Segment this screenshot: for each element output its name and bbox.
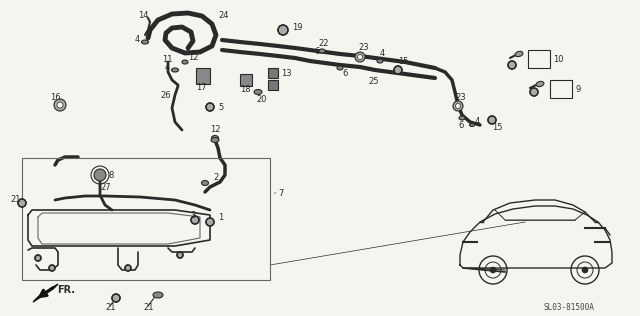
Text: FR.: FR. xyxy=(57,285,75,295)
Ellipse shape xyxy=(515,52,523,57)
Circle shape xyxy=(278,25,288,35)
Circle shape xyxy=(490,267,496,273)
Text: 3: 3 xyxy=(190,210,195,220)
Ellipse shape xyxy=(459,116,465,120)
Circle shape xyxy=(49,265,55,271)
Text: 14: 14 xyxy=(138,10,148,20)
Text: 12: 12 xyxy=(210,125,221,135)
Text: 16: 16 xyxy=(50,93,61,101)
Circle shape xyxy=(54,99,66,111)
Text: 4: 4 xyxy=(135,34,140,44)
Ellipse shape xyxy=(254,89,262,94)
Text: 23: 23 xyxy=(358,44,369,52)
Circle shape xyxy=(94,169,106,181)
Bar xyxy=(240,74,252,86)
Circle shape xyxy=(488,116,496,124)
Ellipse shape xyxy=(211,137,219,143)
Ellipse shape xyxy=(470,124,474,126)
Text: 27: 27 xyxy=(100,184,111,192)
Bar xyxy=(196,68,210,84)
Text: 17: 17 xyxy=(196,83,207,93)
Bar xyxy=(22,158,270,280)
Text: 15: 15 xyxy=(492,124,502,132)
Ellipse shape xyxy=(182,60,188,64)
Circle shape xyxy=(358,54,362,59)
Bar xyxy=(550,80,572,98)
Circle shape xyxy=(456,104,461,108)
Ellipse shape xyxy=(319,49,326,53)
Text: 23: 23 xyxy=(455,94,466,102)
Circle shape xyxy=(18,199,26,207)
Text: 6: 6 xyxy=(342,70,348,78)
Text: 21: 21 xyxy=(143,303,154,313)
Text: 10: 10 xyxy=(553,54,563,64)
Text: 21: 21 xyxy=(105,303,115,313)
Circle shape xyxy=(191,216,199,224)
Text: 25: 25 xyxy=(368,77,378,87)
Text: 13: 13 xyxy=(281,70,292,78)
Text: 21: 21 xyxy=(10,196,20,204)
Circle shape xyxy=(355,52,365,62)
Text: 2: 2 xyxy=(213,173,218,183)
Circle shape xyxy=(206,103,214,111)
Ellipse shape xyxy=(202,180,209,185)
Text: 15: 15 xyxy=(398,58,408,66)
Polygon shape xyxy=(33,284,58,302)
Bar xyxy=(528,50,550,68)
Text: 18: 18 xyxy=(240,86,251,94)
Text: 4: 4 xyxy=(165,64,170,72)
Circle shape xyxy=(57,102,63,108)
Ellipse shape xyxy=(211,136,218,141)
Text: 6: 6 xyxy=(458,120,463,130)
Circle shape xyxy=(530,88,538,96)
Circle shape xyxy=(453,101,463,111)
Circle shape xyxy=(112,294,120,302)
Text: 8: 8 xyxy=(108,171,113,179)
Circle shape xyxy=(394,66,402,74)
Circle shape xyxy=(582,267,588,273)
Text: SL03-81500A: SL03-81500A xyxy=(543,303,594,313)
Text: 5: 5 xyxy=(218,102,223,112)
Text: 22: 22 xyxy=(318,40,328,48)
Bar xyxy=(268,80,278,90)
Text: 20: 20 xyxy=(256,95,266,105)
Text: 7: 7 xyxy=(278,189,284,198)
Text: 4: 4 xyxy=(380,48,385,58)
Text: 26: 26 xyxy=(160,90,171,100)
Circle shape xyxy=(125,265,131,271)
Text: 1: 1 xyxy=(218,214,223,222)
Circle shape xyxy=(35,255,41,261)
Ellipse shape xyxy=(153,292,163,298)
Text: 9: 9 xyxy=(575,84,580,94)
Text: 4: 4 xyxy=(475,118,480,126)
Ellipse shape xyxy=(377,59,383,63)
Text: 12: 12 xyxy=(188,53,198,63)
Text: 11: 11 xyxy=(162,56,173,64)
Circle shape xyxy=(206,218,214,226)
Circle shape xyxy=(177,252,183,258)
Ellipse shape xyxy=(172,68,179,72)
Ellipse shape xyxy=(141,40,148,44)
Text: 19: 19 xyxy=(292,23,303,33)
Ellipse shape xyxy=(536,82,544,87)
Text: 24: 24 xyxy=(218,11,228,21)
Bar xyxy=(268,68,278,78)
Text: 6: 6 xyxy=(314,46,319,56)
Circle shape xyxy=(508,61,516,69)
Ellipse shape xyxy=(337,66,343,70)
